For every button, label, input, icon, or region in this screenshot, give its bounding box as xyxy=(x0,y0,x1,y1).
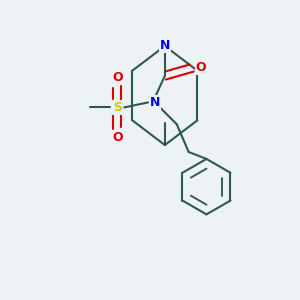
Text: S: S xyxy=(113,101,122,114)
Text: O: O xyxy=(112,71,123,84)
Text: O: O xyxy=(112,130,123,144)
Text: N: N xyxy=(160,40,170,52)
Text: N: N xyxy=(150,96,160,109)
Text: O: O xyxy=(195,61,206,74)
